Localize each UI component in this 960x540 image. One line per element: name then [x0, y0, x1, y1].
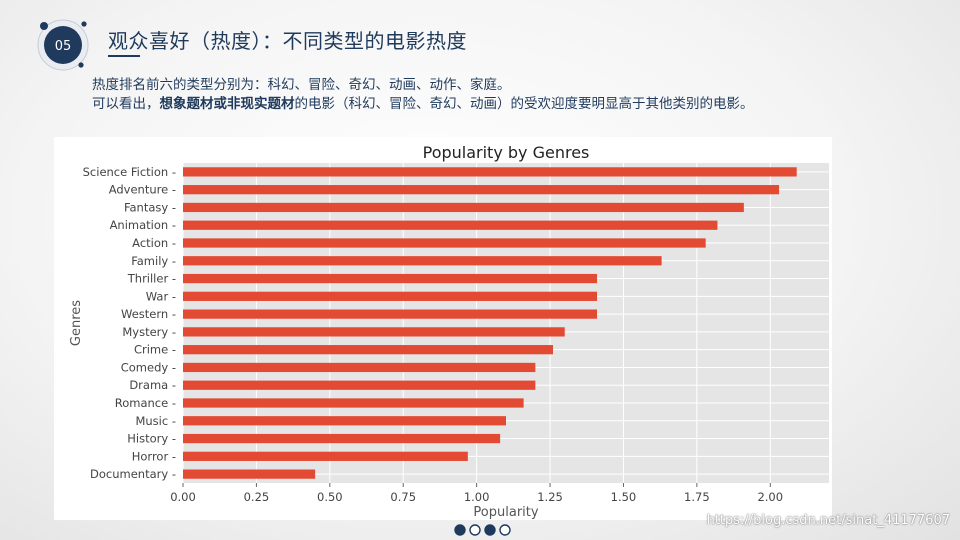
y-tick-label: Action -	[132, 236, 176, 250]
plot-area	[183, 163, 829, 483]
description-emphasis: 想象题材或非现实题材	[159, 96, 295, 112]
bar-documentary	[183, 469, 316, 479]
x-axis-label: Popularity	[473, 505, 538, 520]
bar-adventure	[183, 185, 780, 195]
y-tick-label: Horror -	[132, 449, 176, 463]
bar-romance	[183, 398, 524, 408]
bar-layer	[183, 167, 797, 479]
y-tick-label: Adventure -	[109, 183, 176, 197]
pagination-dot[interactable]	[484, 524, 496, 536]
y-tick-label: War -	[146, 289, 176, 303]
y-tick-label: Drama -	[129, 378, 176, 392]
y-tick-label: Music -	[135, 414, 176, 428]
x-tick-label: 1.25	[537, 490, 563, 504]
y-tick-label: Family -	[131, 254, 176, 268]
slide-number-badge: 05	[37, 19, 89, 71]
bar-family	[183, 256, 662, 266]
y-tick-label: Romance -	[115, 396, 176, 410]
y-tick-label: Documentary -	[90, 467, 176, 481]
chart-panel: Science Fiction - Adventure - Fantasy - Ani…	[54, 137, 832, 520]
bar-action	[183, 238, 706, 248]
bar-drama	[183, 380, 536, 390]
bar-comedy	[183, 362, 536, 373]
pagination-dots	[454, 524, 511, 536]
y-tick-label: Fantasy -	[124, 200, 176, 214]
x-tick-label: 0.50	[317, 490, 343, 504]
y-tick-label: Western -	[121, 307, 176, 321]
pagination-dot[interactable]	[469, 524, 481, 536]
description-line-1: 热度排名前六的类型分别为：科幻、冒险、奇幻、动画、动作、家庭。	[92, 77, 511, 93]
x-tick-label: 0.25	[244, 490, 270, 504]
bar-animation	[183, 220, 718, 230]
y-tick-label: Mystery -	[122, 325, 176, 339]
slide-title: 观众喜好（热度）：不同类型的电影热度	[108, 29, 467, 53]
description-suffix: 的电影（科幻、冒险、奇幻、动画）的受欢迎度要明显高于其他类别的电影。	[294, 96, 754, 112]
x-tick-layer: 0.00 0.25 0.50 0.75 1.00 1.25 1.50 1.75 2.00	[170, 483, 783, 504]
description-line-2: 可以看出，想象题材或非现实题材的电影（科幻、冒险、奇幻、动画）的受欢迎度要明显高…	[92, 95, 812, 114]
popularity-bar-chart: Science Fiction - Adventure - Fantasy - Ani…	[69, 143, 829, 520]
bar-science-fiction	[183, 167, 797, 177]
y-tick-layer: Science Fiction - Adventure - Fantasy - Ani…	[83, 165, 176, 481]
pagination-dot[interactable]	[454, 524, 466, 536]
bar-music	[183, 416, 506, 426]
y-tick-label: Crime -	[134, 343, 176, 357]
chart-title: Popularity by Genres	[423, 143, 590, 162]
x-tick-label: 1.75	[684, 490, 710, 504]
description: 热度排名前六的类型分别为：科幻、冒险、奇幻、动画、动作、家庭。 可以看出，想象题…	[92, 76, 812, 114]
y-axis-label: Genres	[69, 300, 84, 346]
bar-fantasy	[183, 202, 744, 213]
slide-number: 05	[55, 39, 72, 54]
y-tick-label: Animation -	[110, 218, 176, 232]
x-tick-label: 0.75	[390, 490, 416, 504]
y-tick-label: Science Fiction -	[83, 165, 176, 179]
bar-war	[183, 291, 598, 301]
description-prefix: 可以看出，	[92, 96, 160, 112]
bar-horror	[183, 451, 468, 461]
x-tick-label: 0.00	[170, 490, 196, 504]
bar-history	[183, 433, 501, 444]
x-tick-label: 1.50	[611, 490, 637, 504]
bar-thriller	[183, 273, 598, 284]
x-tick-label: 1.00	[464, 490, 490, 504]
bar-crime	[183, 345, 553, 355]
x-tick-label: 2.00	[757, 490, 783, 504]
title-underline	[108, 55, 140, 57]
bar-western	[183, 309, 598, 319]
pagination-dot[interactable]	[499, 524, 511, 536]
y-tick-label: Thriller -	[127, 272, 176, 286]
watermark: https://blog.csdn.net/sinat_41177607	[706, 513, 950, 528]
bar-mystery	[183, 327, 565, 337]
y-tick-label: Comedy -	[121, 360, 176, 374]
y-tick-label: History -	[127, 432, 176, 446]
